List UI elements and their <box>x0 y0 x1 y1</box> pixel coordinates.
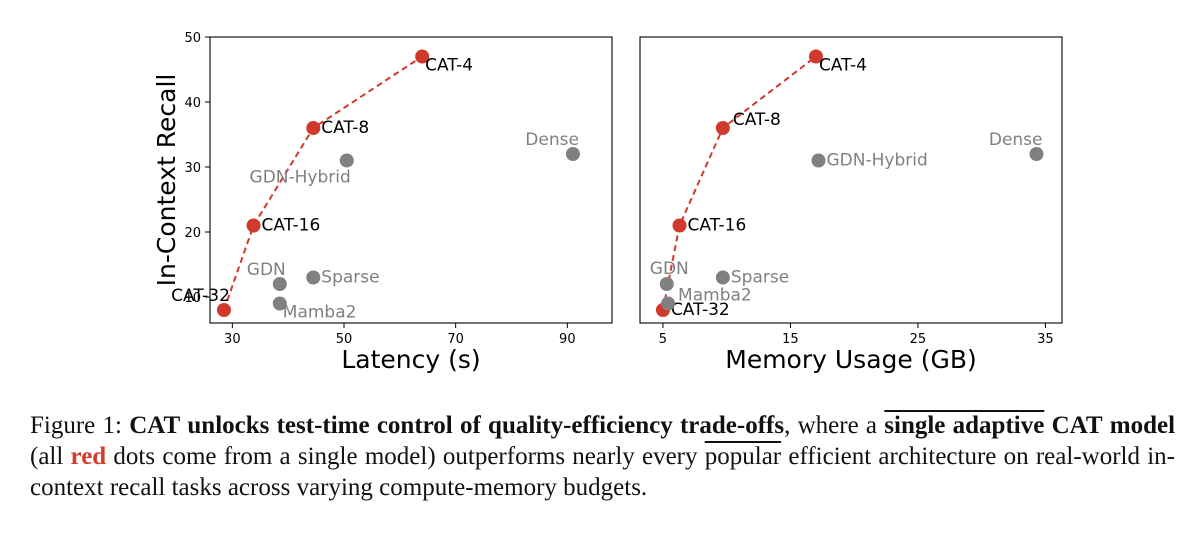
point-label-dense: Dense <box>989 130 1043 150</box>
point-gdn <box>659 277 674 291</box>
caption-red-word: red <box>70 443 107 470</box>
chart-memory: 5 15 25 35 Memory Usage (GB) CAT-32 CAT-16 CAT-… <box>639 36 1063 374</box>
caption-text-3: dots come from a single model) outperfor… <box>106 443 705 470</box>
point-label-cat-16: CAT-16 <box>688 216 747 236</box>
x-tick-label: 50 <box>336 332 353 347</box>
point-label-gdn-hybrid: GDN-Hybrid <box>826 151 927 171</box>
point-cat-32 <box>216 303 231 317</box>
series-line-cat <box>661 55 817 311</box>
point-label-cat-8: CAT-8 <box>321 118 369 138</box>
plot-frame <box>209 36 613 324</box>
x-axis-label: Memory Usage (GB) <box>725 345 977 374</box>
y-tick-label: 50 <box>184 31 201 46</box>
x-tick-label: 70 <box>447 332 464 347</box>
figure-caption: Figure 1: CAT unlocks test-time control … <box>30 410 1175 503</box>
y-tick-label: 20 <box>184 226 201 241</box>
point-label-gdn: GDN <box>247 260 286 280</box>
point-label-cat-16: CAT-16 <box>262 216 321 236</box>
y-axis-label: In-Context Recall <box>152 74 181 287</box>
point-label-gdn-hybrid: GDN-Hybrid <box>250 168 351 188</box>
point-label-gdn: GDN <box>650 259 689 279</box>
point-label-cat-32: CAT-32 <box>671 300 730 320</box>
point-gdn <box>272 277 287 291</box>
y-tick-label: 30 <box>184 161 201 176</box>
point-label-sparse: Sparse <box>731 268 789 288</box>
y-tick-label: 10 <box>184 291 201 306</box>
point-gdn-hybrid <box>339 153 354 168</box>
point-cat-4 <box>415 49 430 64</box>
point-label-cat-32: CAT-32 <box>171 286 230 306</box>
caption-text-4: popular <box>704 443 782 470</box>
point-label-cat-4: CAT-4 <box>819 56 867 76</box>
point-gdn-hybrid <box>811 153 826 168</box>
point-dense <box>1029 147 1044 161</box>
point-cat-8 <box>715 121 730 135</box>
point-label-mamba2: Mamba2 <box>678 286 752 306</box>
x-axis-label: Latency (s) <box>341 345 480 374</box>
point-cat-4 <box>808 49 823 64</box>
caption-text-1: , where a <box>784 412 885 439</box>
caption-bold-3: model <box>1102 412 1176 439</box>
point-cat-16 <box>246 218 261 233</box>
point-cat-8 <box>306 121 321 135</box>
point-label-mamba2: Mamba2 <box>283 303 357 323</box>
x-tick-label: 30 <box>224 332 241 347</box>
caption-bold-2: single adaptive <box>884 412 1045 439</box>
caption-cat-1: CAT <box>129 412 181 439</box>
x-tick-label: 5 <box>659 332 667 347</box>
point-label-cat-8: CAT-8 <box>733 110 781 130</box>
caption-prefix: Figure 1: <box>30 412 130 439</box>
y-tick-label: 40 <box>184 96 201 111</box>
series-line-cat <box>223 55 423 311</box>
point-sparse <box>306 270 321 285</box>
point-label-cat-4: CAT-4 <box>425 56 473 76</box>
point-cat-16 <box>672 218 687 233</box>
x-tick-label: 25 <box>910 332 927 347</box>
plot-frame <box>639 36 1063 324</box>
point-sparse <box>715 270 730 285</box>
caption-text-5: efficient architecture on real-world in-… <box>30 443 1175 501</box>
caption-cat-2: CAT <box>1051 412 1103 439</box>
point-mamba2 <box>272 296 287 311</box>
x-tick-label: 15 <box>782 332 799 347</box>
point-mamba2 <box>661 296 676 311</box>
x-tick-label: 35 <box>1037 332 1054 347</box>
point-dense <box>565 147 580 161</box>
caption-bold-1: unlocks test-time control of quality-eff… <box>180 412 785 439</box>
caption-text-2: (all <box>30 443 71 470</box>
point-label-dense: Dense <box>525 130 579 150</box>
point-label-sparse: Sparse <box>321 268 379 288</box>
x-tick-label: 90 <box>559 332 576 347</box>
